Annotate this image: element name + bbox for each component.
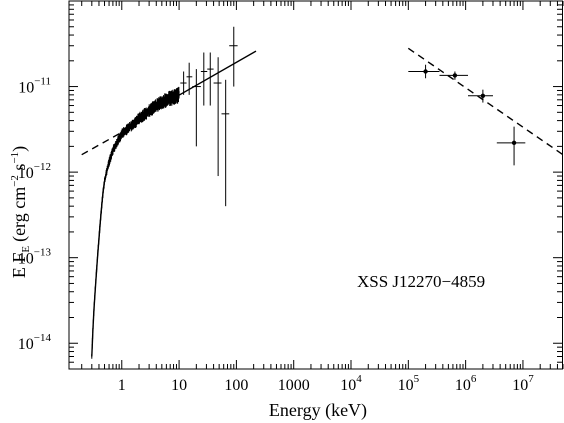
data-point bbox=[452, 73, 458, 78]
hard-xray-point bbox=[213, 57, 222, 177]
source-annotation: XSS J12270−4859 bbox=[357, 272, 485, 291]
gamma-ray-point bbox=[408, 64, 440, 79]
gamma-ray-point bbox=[439, 71, 469, 80]
data-point bbox=[511, 140, 517, 146]
x-tick-label: 105 bbox=[398, 373, 420, 394]
model-dashed-low bbox=[81, 125, 133, 156]
xray-continuum-data bbox=[91, 86, 180, 359]
data-point bbox=[480, 93, 486, 98]
x-tick-label: 10 bbox=[171, 377, 187, 394]
y-label-sub: E bbox=[20, 246, 32, 253]
hard-xray-point bbox=[229, 26, 238, 87]
y-label-end: ) bbox=[9, 146, 30, 152]
data-layer bbox=[81, 26, 564, 359]
y-label-exp1: −2 bbox=[9, 175, 21, 187]
y-label-main: E F bbox=[9, 253, 29, 279]
x-tick-label: 1 bbox=[118, 377, 126, 394]
y-tick-label: 10−14 bbox=[18, 332, 52, 353]
model-dashed-high bbox=[407, 47, 564, 156]
y-tick-label: 10−12 bbox=[18, 161, 51, 182]
xray-continuum-curve bbox=[91, 94, 180, 357]
hard-xray-point bbox=[192, 69, 201, 147]
hard-xray-point bbox=[221, 79, 230, 207]
gamma-ray-point bbox=[496, 126, 526, 166]
hard-xray-point bbox=[180, 71, 187, 95]
y-axis-label: E FE (erg cm−2 s−1) bbox=[9, 146, 32, 278]
x-tick-label: 100 bbox=[224, 377, 248, 394]
tick-marks bbox=[69, 0, 564, 370]
hard-xray-point bbox=[200, 52, 208, 106]
x-tick-label: 1000 bbox=[278, 377, 310, 394]
x-tick-label: 106 bbox=[455, 373, 477, 394]
y-tick-label: 10−13 bbox=[18, 247, 52, 268]
svg-text:E FE(erg cm−2 s−1): E FE (erg cm−2 s−1) bbox=[9, 146, 32, 278]
hard-xray-point bbox=[207, 52, 214, 106]
y-label-exp2: −1 bbox=[9, 152, 21, 164]
x-tick-label: 104 bbox=[340, 373, 362, 394]
plot-frame bbox=[68, 0, 563, 370]
model-solid bbox=[148, 50, 257, 113]
y-label-mid: s bbox=[9, 164, 29, 176]
y-tick-label: 10−11 bbox=[18, 76, 51, 97]
x-tick-label: 107 bbox=[512, 373, 534, 394]
x-axis-label: Energy (keV) bbox=[269, 400, 367, 421]
plot-area bbox=[68, 0, 563, 370]
y-label-units: (erg cm bbox=[9, 187, 30, 242]
data-point bbox=[423, 69, 428, 74]
tick-labels: 1 10 100 1000 104 105 106 107 10−11 10−12 10−13 10−… bbox=[18, 76, 534, 394]
